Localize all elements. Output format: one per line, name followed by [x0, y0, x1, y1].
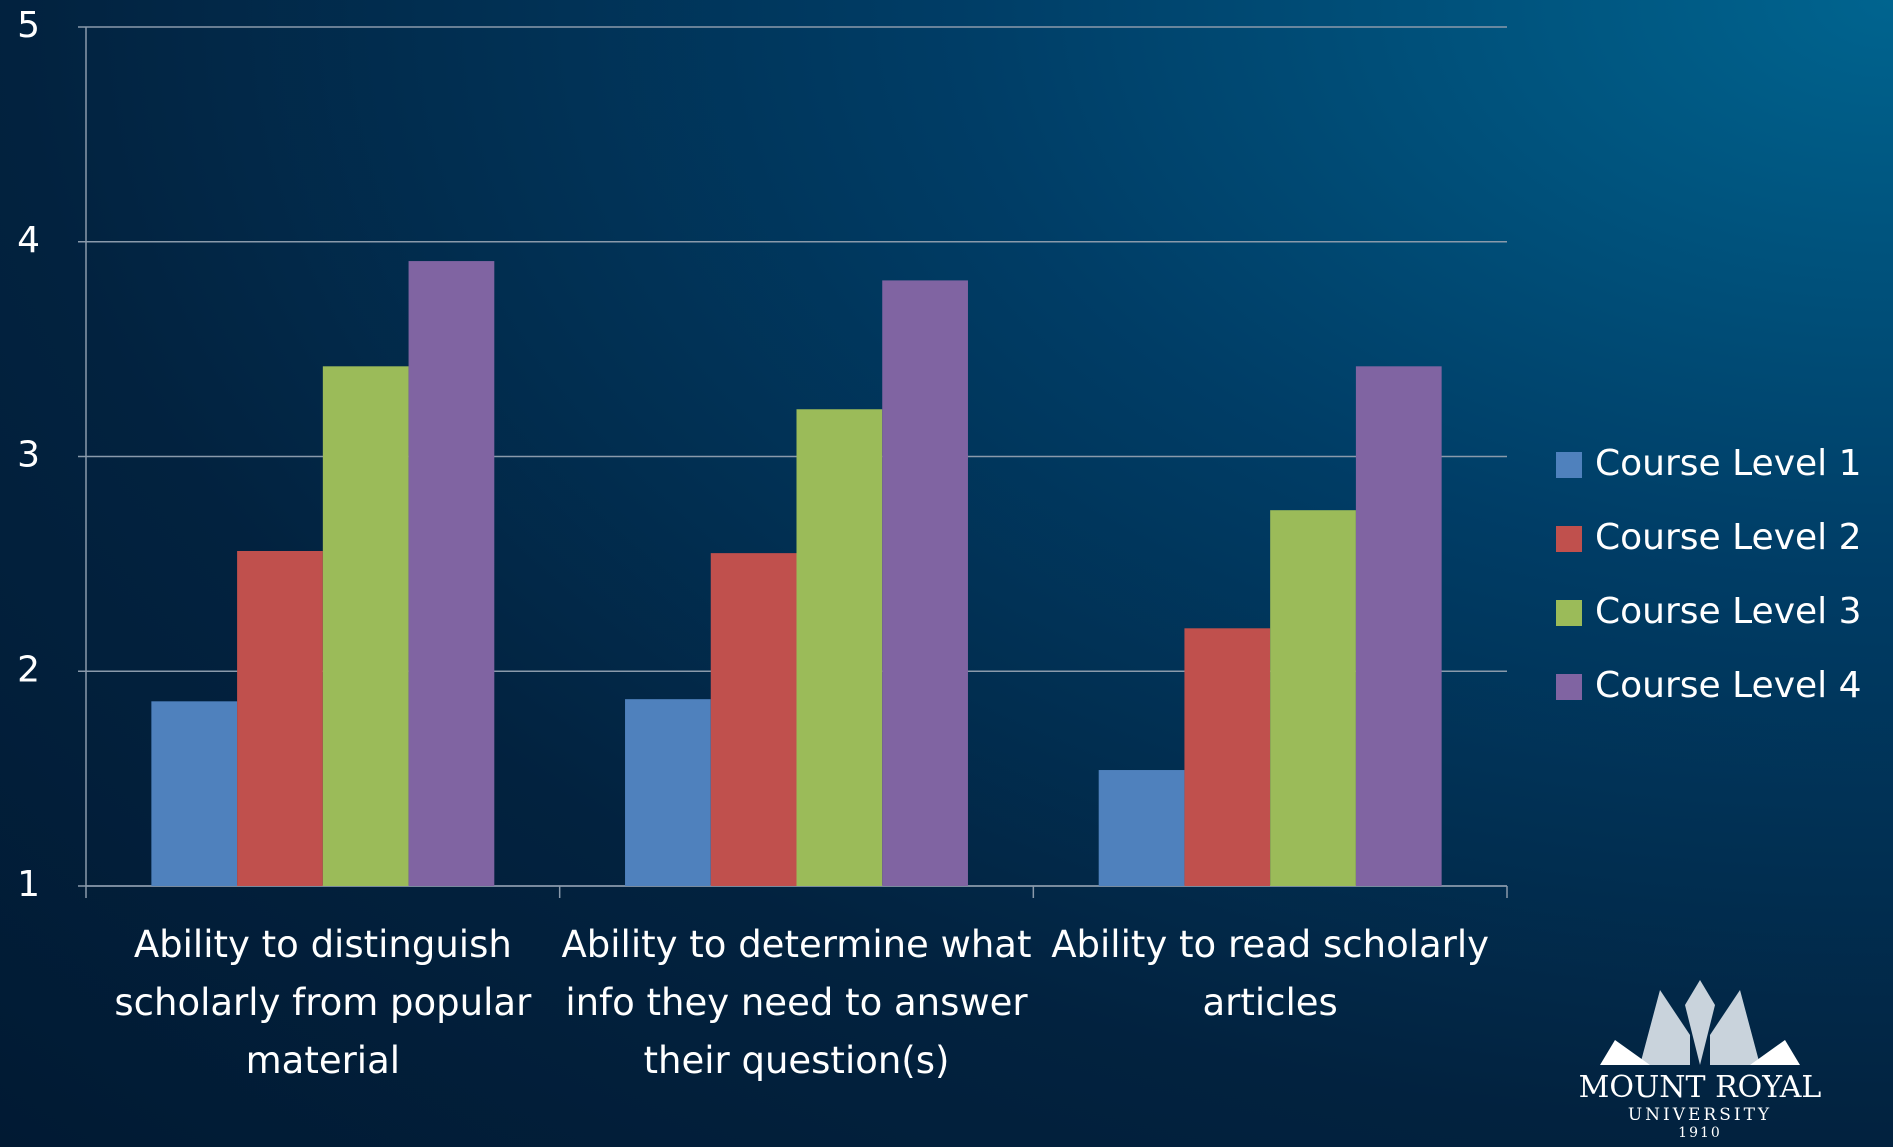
bar: [882, 280, 968, 886]
bar: [322, 366, 409, 886]
bar: [151, 701, 238, 886]
bar: [710, 553, 797, 886]
x-tick-label: Ability to distinguish scholarly from po…: [114, 923, 532, 1082]
bar: [1355, 366, 1442, 886]
logo-sub: UNIVERSITY: [1627, 1105, 1773, 1125]
bar: [237, 550, 323, 886]
legend-label: Course Level 3: [1595, 591, 1862, 632]
legend-label: Course Level 1: [1595, 443, 1862, 484]
logo: MOUNT ROYAL UNIVERSITY 1910: [1540, 1070, 1860, 1141]
y-tick-label: 2: [17, 649, 40, 690]
legend-swatch: [1556, 674, 1582, 700]
logo-mark: [1600, 980, 1800, 1065]
x-tick-label: Ability to read scholarly articles: [1051, 923, 1490, 1024]
y-tick-label: 5: [17, 5, 40, 46]
y-tick-label: 1: [17, 864, 40, 905]
bar: [625, 699, 711, 886]
logo-name: MOUNT ROYAL: [1578, 1070, 1822, 1105]
legend-swatch: [1556, 452, 1582, 478]
bar: [796, 409, 883, 886]
y-tick-label: 4: [17, 220, 40, 261]
bar: [1184, 628, 1271, 886]
bar: [1098, 770, 1185, 886]
bar: [1270, 510, 1356, 886]
legend-label: Course Level 4: [1595, 665, 1862, 706]
legend-swatch: [1556, 526, 1582, 552]
legend-label: Course Level 2: [1595, 517, 1862, 558]
y-tick-label: 3: [17, 435, 40, 476]
x-tick-label: Ability to determine what info they need…: [561, 923, 1032, 1082]
bar: [408, 261, 495, 886]
logo-year: 1910: [1678, 1125, 1722, 1141]
legend-swatch: [1556, 600, 1582, 626]
